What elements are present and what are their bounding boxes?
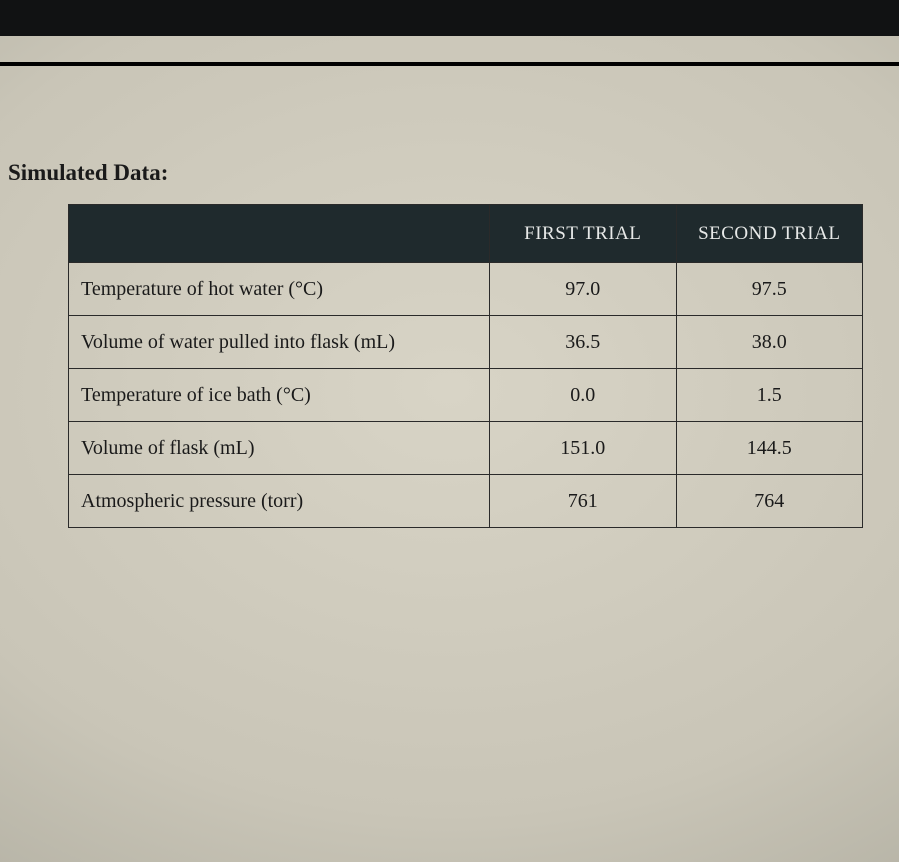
- horizontal-rule: [0, 62, 899, 66]
- row-trial2: 38.0: [676, 316, 862, 369]
- window-topbar: [0, 0, 899, 36]
- table-header-trial1: FIRST TRIAL: [490, 205, 676, 263]
- row-trial1: 97.0: [490, 263, 676, 316]
- table-header-row: FIRST TRIAL SECOND TRIAL: [69, 205, 863, 263]
- table-row: Temperature of hot water (°C) 97.0 97.5: [69, 263, 863, 316]
- table-header-trial2: SECOND TRIAL: [676, 205, 862, 263]
- row-label: Atmospheric pressure (torr): [69, 475, 490, 528]
- table-row: Atmospheric pressure (torr) 761 764: [69, 475, 863, 528]
- document-page: Simulated Data: FIRST TRIAL SECOND TRIAL…: [0, 160, 899, 528]
- row-trial2: 144.5: [676, 422, 862, 475]
- table-row: Volume of water pulled into flask (mL) 3…: [69, 316, 863, 369]
- data-table: FIRST TRIAL SECOND TRIAL Temperature of …: [68, 204, 863, 528]
- table-row: Temperature of ice bath (°C) 0.0 1.5: [69, 369, 863, 422]
- row-trial2: 97.5: [676, 263, 862, 316]
- row-trial1: 151.0: [490, 422, 676, 475]
- row-trial1: 0.0: [490, 369, 676, 422]
- table-row: Volume of flask (mL) 151.0 144.5: [69, 422, 863, 475]
- table-header-blank: [69, 205, 490, 263]
- data-table-container: FIRST TRIAL SECOND TRIAL Temperature of …: [68, 204, 863, 528]
- row-trial1: 761: [490, 475, 676, 528]
- row-label: Volume of flask (mL): [69, 422, 490, 475]
- row-label: Volume of water pulled into flask (mL): [69, 316, 490, 369]
- row-trial2: 764: [676, 475, 862, 528]
- row-trial1: 36.5: [490, 316, 676, 369]
- row-label: Temperature of ice bath (°C): [69, 369, 490, 422]
- row-label: Temperature of hot water (°C): [69, 263, 490, 316]
- section-title: Simulated Data:: [8, 160, 891, 186]
- row-trial2: 1.5: [676, 369, 862, 422]
